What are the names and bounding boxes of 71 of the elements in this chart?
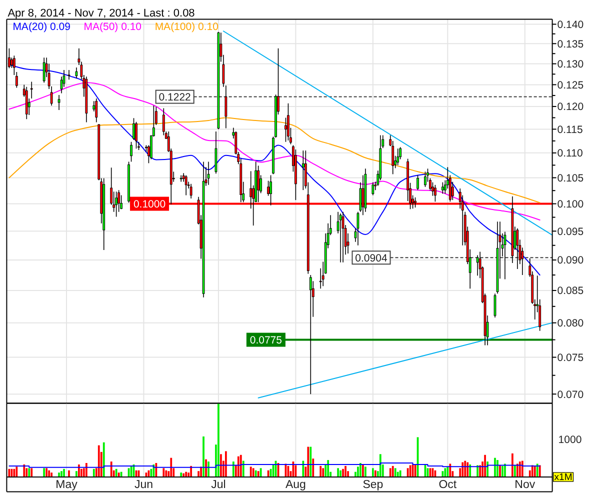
x-tick-label: Jul — [211, 479, 226, 491]
candlestick — [118, 190, 120, 212]
candlestick — [68, 70, 70, 80]
candlestick — [270, 174, 272, 206]
y-tick-label: 0.135 — [557, 38, 584, 50]
y-tick-label: 0.140 — [557, 18, 584, 31]
candlestick — [356, 211, 360, 246]
candlestick — [287, 102, 290, 141]
candlestick — [132, 118, 135, 140]
candlestick — [190, 183, 192, 199]
candlestick — [95, 98, 98, 123]
candlestick — [12, 55, 16, 76]
text: MA(50) 0.10 — [84, 20, 142, 33]
y-tick-label: 0.085 — [557, 285, 584, 298]
y-tick-label: 0.095 — [557, 226, 584, 238]
y-tick-label: 0.115 — [557, 124, 583, 136]
candlestick — [451, 181, 454, 200]
candlestick — [130, 141, 132, 162]
y-tick-label: 0.090 — [557, 254, 584, 267]
ref-line-label: 0.1222 — [158, 92, 192, 104]
ref-line-label: 0.0904 — [355, 252, 388, 264]
candlestick — [135, 121, 138, 149]
candlestick — [30, 81, 33, 99]
candlestick — [441, 182, 444, 194]
candlestick — [302, 150, 304, 190]
candlestick — [396, 148, 400, 166]
y-tick-label: 0.105 — [557, 172, 584, 184]
y-tick-label: 0.080 — [557, 318, 584, 330]
candlestick — [339, 213, 342, 263]
x-tick-label: Jun — [134, 479, 153, 491]
text: MA(20) 0.09 — [12, 20, 71, 33]
candlestick — [214, 131, 218, 174]
x-tick-label: Nov — [514, 479, 536, 491]
ref-line-label: 0.1000 — [133, 198, 166, 211]
y-tick-label: 0.120 — [557, 101, 584, 114]
candlestick — [207, 161, 210, 186]
y-tick-label: 0.125 — [557, 79, 584, 92]
candlestick — [184, 174, 188, 196]
candlestick — [15, 72, 18, 88]
candlestick — [10, 57, 13, 68]
candlestick — [267, 180, 270, 196]
candlestick — [476, 254, 479, 276]
chart-title: Apr 8, 2014 - Nov 7, 2014 - Last : 0.08 — [8, 7, 195, 20]
y-tick-label: 0.130 — [557, 58, 584, 70]
candlestick — [180, 174, 182, 182]
y-tick-label: 0.070 — [557, 388, 584, 401]
text: MA(100) 0.10 — [154, 20, 219, 33]
candlestick — [42, 57, 46, 83]
x-tick-label: Aug — [285, 479, 306, 491]
text: 1000 — [558, 434, 582, 446]
candlestick — [494, 293, 496, 318]
candlestick — [75, 67, 78, 79]
candlestick — [372, 182, 374, 196]
candlestick — [58, 94, 60, 110]
y-tick-label: 0.075 — [557, 352, 584, 364]
candlestick — [342, 211, 344, 263]
candlestick — [504, 231, 506, 280]
candlestick — [309, 274, 312, 394]
ref-line-label: 0.0775 — [250, 334, 282, 347]
candlestick — [115, 191, 118, 218]
candlestick — [424, 171, 426, 188]
y-tick-label: 0.110 — [557, 148, 583, 160]
x-tick-label: May — [56, 479, 78, 491]
candlestick — [284, 117, 287, 142]
x-tick-label: Sep — [362, 479, 384, 491]
candlestick — [516, 228, 519, 270]
candlestick — [416, 174, 419, 190]
candlestick — [162, 108, 165, 136]
candlestick — [25, 86, 28, 120]
y-tick-label: 0.100 — [557, 198, 584, 210]
x-tick-label: Oct — [438, 479, 458, 491]
